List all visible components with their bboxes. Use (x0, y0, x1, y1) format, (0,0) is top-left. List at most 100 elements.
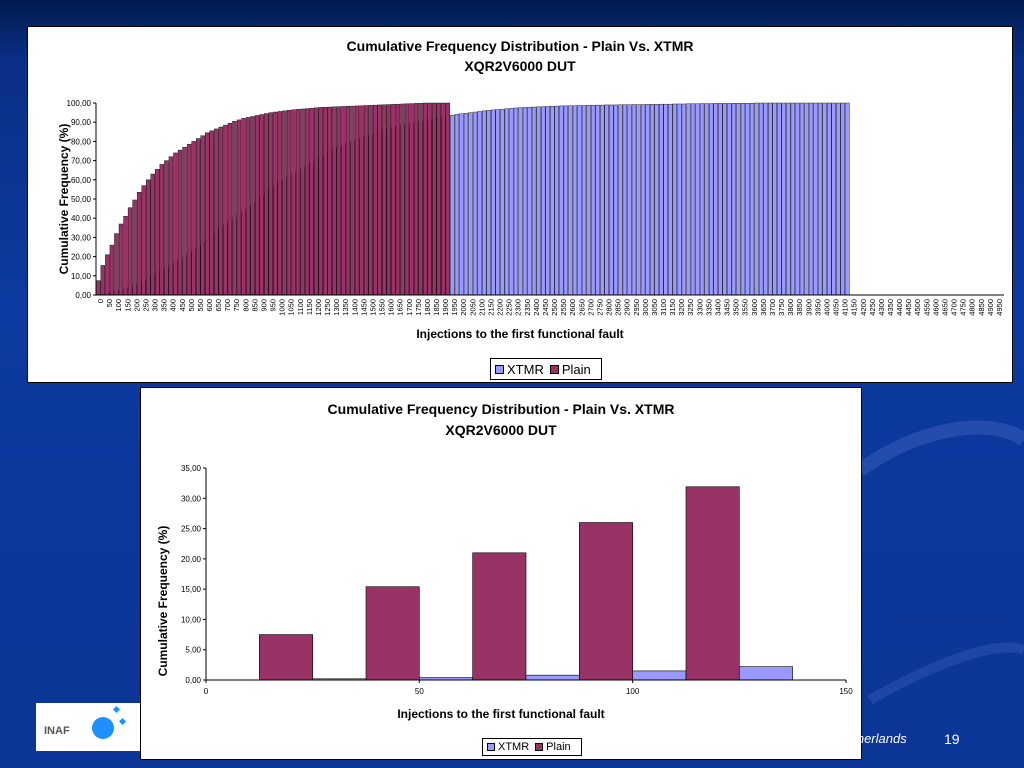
bar-xtmr (777, 102, 782, 296)
y-tick-label: 70,00 (71, 157, 92, 166)
bar-xtmr (727, 103, 732, 296)
bar-plain (327, 106, 332, 296)
bar-plain (114, 233, 119, 296)
x-tick-label: 250 (141, 299, 150, 312)
x-tick-label: 1900 (441, 299, 450, 316)
bar-plain (259, 114, 264, 296)
bar-xtmr (459, 113, 464, 296)
y-tick-label: 35,00 (181, 464, 202, 473)
x-tick-label: 1300 (332, 299, 341, 316)
bar-xtmr (677, 103, 682, 296)
bar-plain (241, 118, 246, 296)
chart-plot-full-range: 0,00 10,00 20,00 30,00 40,00 50,00 60,00 70,00 8… (67, 99, 1004, 316)
bar-plain (273, 111, 278, 296)
x-tick-label: 2850 (614, 299, 623, 316)
y-tick-label: 20,00 (71, 253, 92, 262)
x-tick-label: 1200 (314, 299, 323, 316)
bar-xtmr (813, 102, 818, 296)
bar-xtmr (704, 103, 709, 296)
bar-plain (268, 112, 273, 296)
bar-xtmr (618, 104, 623, 296)
x-tick-label: 2000 (459, 299, 468, 316)
bar-xtmr (681, 103, 687, 296)
chart-panel-full-range: Cumulative Frequency Distribution - Plai… (27, 26, 1013, 383)
bar-plain (282, 110, 287, 296)
y-tick-label: 90,00 (71, 118, 92, 127)
bar-xtmr (781, 102, 786, 296)
bar-plain (286, 110, 292, 296)
inaf-logo: INAF (36, 703, 140, 751)
bar-plain (218, 126, 224, 296)
x-tick-label: 4700 (950, 299, 959, 316)
bar-xtmr (799, 102, 805, 296)
legend-swatch-plain (549, 364, 559, 374)
x-tick-label: 2100 (477, 299, 486, 316)
x-tick-label: 1000 (278, 299, 287, 316)
bar-xtmr (495, 109, 500, 296)
x-tick-label: 3100 (659, 299, 668, 316)
x-tick-label: 2450 (541, 299, 550, 316)
legend-label-xtmr: XTMR (498, 741, 530, 753)
bar-plain (304, 108, 310, 296)
x-tick-label: 2650 (577, 299, 586, 316)
y-tick-label: 30,00 (71, 233, 92, 242)
bar-plain (295, 109, 301, 296)
bar-plain (300, 108, 305, 296)
bar-plain (418, 102, 423, 296)
bar-plain (105, 254, 110, 296)
x-tick-label: 1050 (287, 299, 296, 316)
bar-xtmr (531, 106, 537, 296)
bar-plain (400, 103, 405, 296)
chart-title: Cumulative Frequency Distribution - Plai… (327, 401, 675, 417)
y-tick-label: 20,00 (181, 555, 202, 564)
x-tick-label: 150 (839, 687, 853, 696)
legend-label-plain: Plain (546, 741, 571, 753)
bar-plain (168, 156, 174, 296)
bar-plain (373, 104, 378, 296)
x-tick-label: 4850 (977, 299, 986, 316)
bar-xtmr (486, 110, 491, 296)
bar-plain (413, 103, 419, 296)
x-tick-label: 2950 (632, 299, 641, 316)
bar-xtmr (836, 102, 841, 296)
bar-xtmr (586, 105, 591, 296)
bar-plain (445, 102, 451, 296)
bar-xtmr (699, 103, 705, 296)
bar-plain (354, 105, 360, 296)
bar-xtmr (772, 102, 777, 296)
chart-subtitle: XQR2V6000 DUT (464, 58, 576, 74)
bar-xtmr (491, 109, 496, 296)
bar-xtmr (527, 107, 532, 296)
x-tick-label: 850 (250, 299, 259, 312)
bar-xtmr (463, 112, 469, 296)
x-tick-label: 2350 (523, 299, 532, 316)
bar-xtmr (636, 104, 641, 296)
y-tick-label: 10,00 (181, 615, 202, 624)
x-tick-label: 1650 (396, 299, 405, 316)
bar-xtmr (739, 666, 793, 681)
x-tick-label: 2150 (486, 299, 495, 316)
bar-plain (259, 634, 313, 681)
bar-plain (579, 522, 633, 681)
x-tick-label: 4950 (995, 299, 1004, 316)
x-tick-label: 4350 (886, 299, 895, 316)
y-tick-label: 25,00 (181, 525, 202, 534)
bar-plain (685, 486, 740, 681)
y-tick-label: 0,00 (185, 676, 201, 685)
y-tick-label: 15,00 (181, 585, 202, 594)
bar-plain (146, 179, 151, 296)
bar-plain (350, 105, 355, 296)
x-tick-label: 4750 (959, 299, 968, 316)
bar-plain (123, 216, 128, 296)
x-tick-label: 4500 (913, 299, 922, 316)
x-tick-label: 1250 (323, 299, 332, 316)
y-tick-label: 30,00 (181, 494, 202, 503)
y-tick-label: 10,00 (71, 272, 92, 281)
x-tick-label: 4050 (832, 299, 841, 316)
y-tick-label: 50,00 (71, 195, 92, 204)
legend-swatch-plain (535, 743, 544, 751)
x-tick-label: 3850 (795, 299, 804, 316)
bar-plain (250, 116, 255, 296)
bar-plain (254, 115, 260, 296)
bar-xtmr (754, 102, 759, 296)
